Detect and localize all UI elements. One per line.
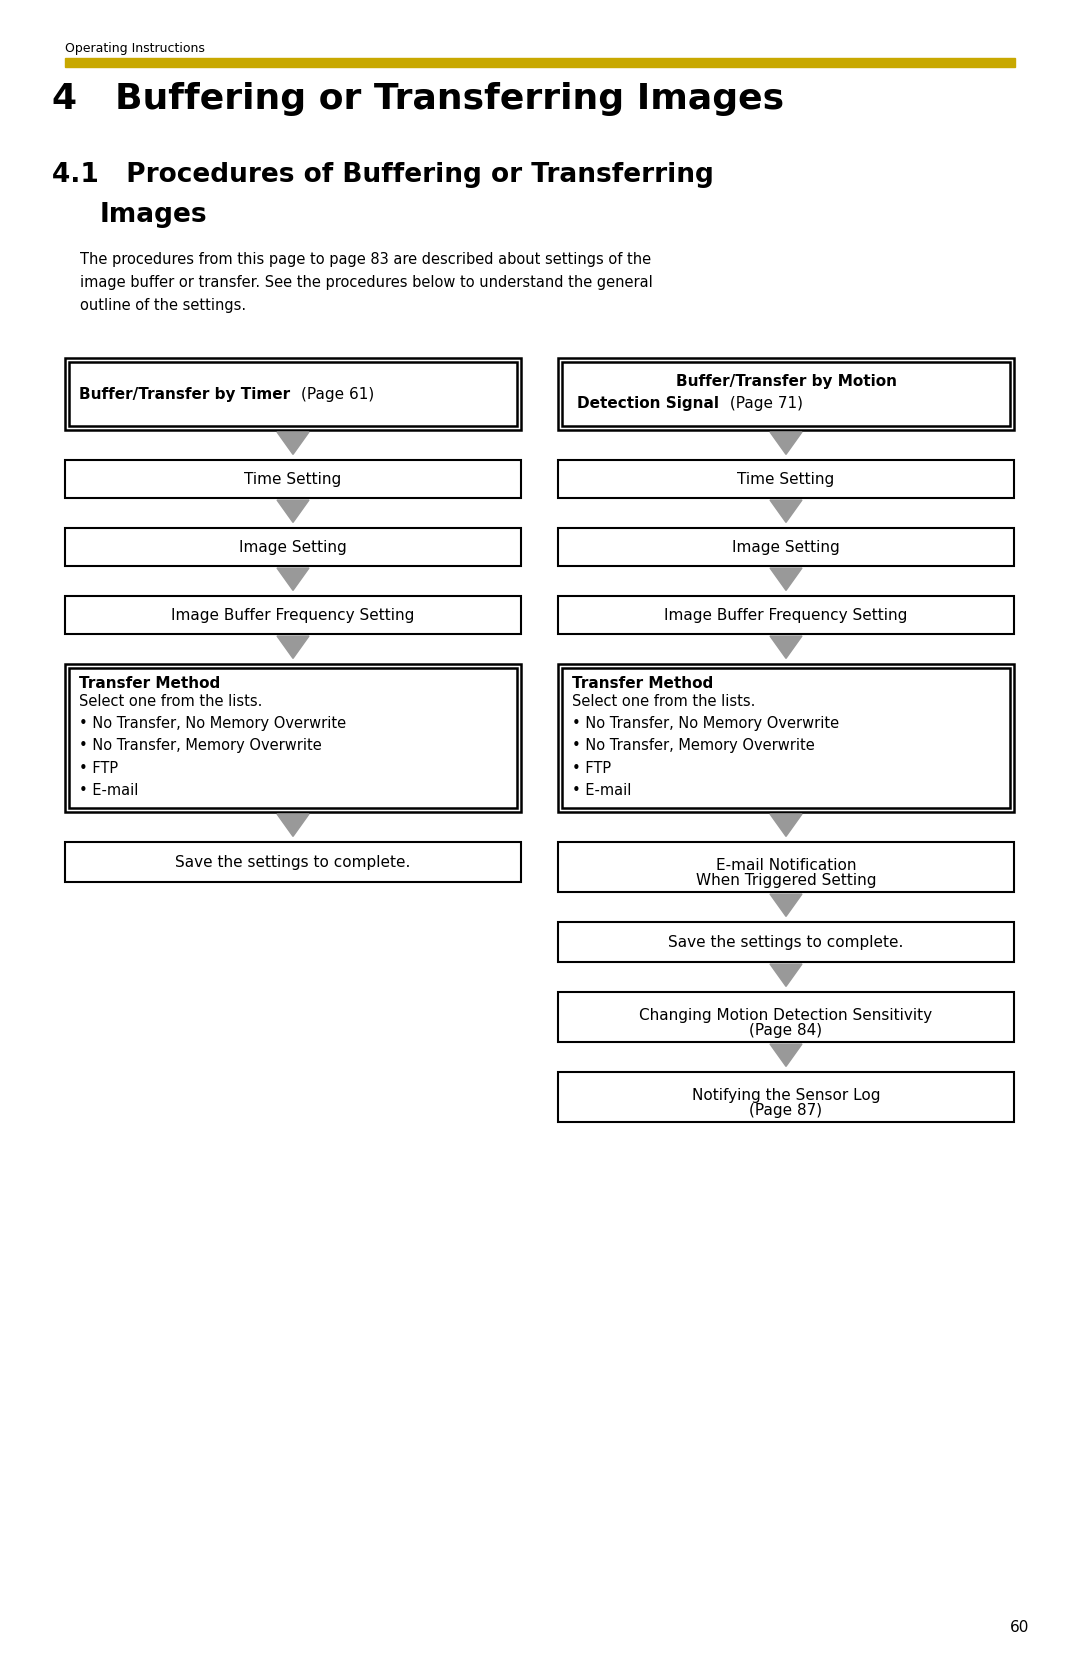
Text: Time Setting: Time Setting (244, 472, 341, 486)
Bar (65, 841, 521, 881)
Text: Image Buffer Frequency Setting: Image Buffer Frequency Setting (172, 608, 415, 623)
Polygon shape (770, 567, 802, 591)
Text: The procedures from this page to page 83 are described about settings of the
ima: The procedures from this page to page 83… (80, 252, 652, 312)
Text: Image Setting: Image Setting (239, 539, 347, 554)
Polygon shape (276, 432, 309, 454)
Polygon shape (276, 501, 309, 522)
Text: Changing Motion Detection Sensitivity: Changing Motion Detection Sensitivity (639, 1008, 932, 1023)
Text: Buffer/Transfer by Motion: Buffer/Transfer by Motion (675, 374, 896, 389)
Polygon shape (276, 636, 309, 658)
Bar (558, 596, 1014, 634)
Text: Transfer Method: Transfer Method (79, 676, 220, 691)
Text: Buffer/Transfer by Timer: Buffer/Transfer by Timer (79, 387, 291, 402)
Text: (Page 71): (Page 71) (725, 396, 804, 411)
Text: 4.1   Procedures of Buffering or Transferring: 4.1 Procedures of Buffering or Transferr… (52, 162, 714, 189)
Bar (558, 991, 1014, 1041)
Bar (65, 58, 1015, 67)
Text: Time Setting: Time Setting (738, 472, 835, 486)
Text: Select one from the lists.
• No Transfer, No Memory Overwrite
• No Transfer, Mem: Select one from the lists. • No Transfer… (79, 694, 346, 798)
Bar (558, 664, 1014, 813)
Bar (65, 596, 521, 634)
Bar (558, 527, 1014, 566)
Text: (Page 84): (Page 84) (750, 1023, 823, 1038)
Text: Save the settings to complete.: Save the settings to complete. (669, 935, 904, 950)
Bar (69, 362, 517, 426)
Bar (562, 362, 1010, 426)
Polygon shape (276, 814, 309, 836)
Polygon shape (770, 965, 802, 986)
Text: Images: Images (100, 202, 207, 229)
Text: Save the settings to complete.: Save the settings to complete. (175, 855, 410, 870)
Text: (Page 61): (Page 61) (301, 387, 375, 402)
Text: (Page 87): (Page 87) (750, 1103, 823, 1118)
Text: Notifying the Sensor Log: Notifying the Sensor Log (692, 1088, 880, 1103)
Bar (558, 841, 1014, 891)
Text: Image Buffer Frequency Setting: Image Buffer Frequency Setting (664, 608, 907, 623)
Polygon shape (770, 432, 802, 454)
Polygon shape (276, 567, 309, 591)
Polygon shape (770, 814, 802, 836)
Bar (65, 461, 521, 497)
Bar (65, 357, 521, 431)
Bar (558, 921, 1014, 961)
Text: When Triggered Setting: When Triggered Setting (696, 873, 876, 888)
Text: Select one from the lists.
• No Transfer, No Memory Overwrite
• No Transfer, Mem: Select one from the lists. • No Transfer… (572, 694, 839, 798)
Polygon shape (770, 1045, 802, 1066)
Bar (69, 668, 517, 808)
Text: Operating Instructions: Operating Instructions (65, 42, 205, 55)
Bar (558, 461, 1014, 497)
Bar (562, 668, 1010, 808)
Bar (558, 1071, 1014, 1122)
Bar (65, 527, 521, 566)
Text: Transfer Method: Transfer Method (572, 676, 713, 691)
Polygon shape (770, 895, 802, 916)
Polygon shape (770, 501, 802, 522)
Text: E-mail Notification: E-mail Notification (716, 858, 856, 873)
Text: Detection Signal: Detection Signal (577, 396, 719, 411)
Polygon shape (770, 636, 802, 658)
Text: Image Setting: Image Setting (732, 539, 840, 554)
Text: 60: 60 (1010, 1621, 1029, 1636)
Text: 4   Buffering or Transferring Images: 4 Buffering or Transferring Images (52, 82, 784, 117)
Bar (65, 664, 521, 813)
Bar (558, 357, 1014, 431)
